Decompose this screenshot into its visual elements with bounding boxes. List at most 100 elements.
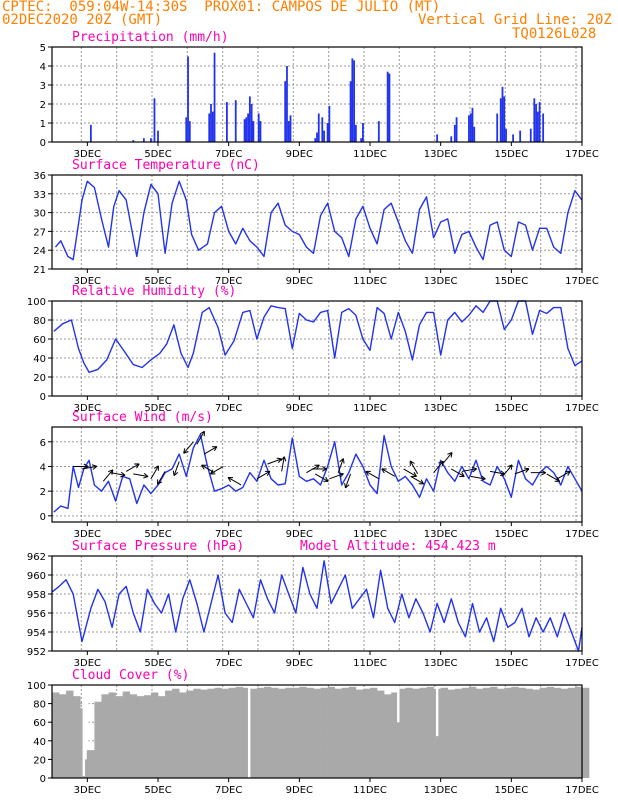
wind-arrow	[344, 473, 352, 489]
precipitation-bar	[362, 123, 364, 142]
y-tick-label: 20	[33, 755, 46, 766]
precipitation-bar	[284, 81, 287, 142]
cloud-cover-bar	[158, 696, 166, 778]
cloud-cover-bar	[285, 687, 293, 778]
panel-frame	[51, 46, 583, 143]
wind-arrow	[546, 473, 560, 482]
y-tick-label: 4	[40, 62, 46, 73]
x-tick-label: 9DEC	[286, 658, 313, 669]
x-tick-label: 13DEC	[424, 785, 458, 796]
precipitation-bar	[453, 124, 456, 142]
y-tick-label: 1	[40, 119, 46, 130]
cloud-cover-bar	[108, 692, 116, 778]
x-tick-label: 3DEC	[74, 149, 101, 160]
precipitation-bar	[150, 138, 152, 142]
precipitation-bar	[450, 136, 453, 142]
precipitation-bar	[234, 100, 237, 142]
cloud-cover-bar	[546, 686, 555, 778]
wind-arrow-head	[411, 471, 417, 477]
cloud-cover-bar	[355, 689, 364, 778]
cloud-cover-bar	[405, 687, 413, 778]
precipitation-bar	[503, 96, 506, 142]
wind-arrow-head	[338, 472, 344, 478]
cloud-cover-gap	[435, 685, 439, 737]
precipitation-bar	[501, 86, 504, 142]
wind-arrow	[203, 446, 218, 455]
cloud-cover-bar	[419, 687, 427, 778]
wind-arrow	[110, 472, 126, 476]
x-tick-label: 5DEC	[144, 403, 171, 414]
wind-arrow	[256, 470, 271, 480]
wind-arrow	[337, 458, 344, 473]
wind-arrow	[403, 468, 417, 477]
wind-arrow-head	[280, 456, 287, 462]
wind-arrow-head	[447, 452, 453, 458]
wind-arrow-head	[409, 460, 415, 466]
cloud-cover-bar	[242, 687, 251, 778]
precipitation-bar	[386, 71, 389, 142]
y-tick-label: 4	[40, 462, 46, 473]
wind-arrow	[502, 464, 513, 477]
precipitation-bar	[519, 130, 522, 142]
precipitation-bar	[469, 113, 472, 142]
wind-arrow	[157, 471, 166, 485]
x-tick-label: 17DEC	[565, 658, 599, 669]
cloud-cover-bar	[320, 687, 328, 778]
cloud-cover-bar	[553, 687, 562, 778]
cloud-cover-bar	[228, 687, 237, 778]
x-tick-label: 7DEC	[215, 529, 242, 540]
panel-title: Surface Wind (m/s)	[72, 410, 213, 425]
series-line	[53, 300, 583, 373]
x-tick-label: 9DEC	[286, 149, 313, 160]
panel-frame	[51, 555, 583, 652]
precipitation-bar	[535, 104, 537, 142]
cloud-cover-bar	[377, 690, 385, 778]
cloud-cover-bar	[200, 689, 208, 778]
wind-arrow	[514, 468, 530, 475]
precipitation-bar	[499, 98, 502, 142]
precipitation-bar	[326, 123, 329, 142]
y-tick-label: 2	[40, 487, 46, 498]
y-tick-label: 100	[27, 297, 46, 308]
x-tick-label: 9DEC	[286, 529, 313, 540]
precipitation-bar	[471, 107, 474, 142]
header-run-time: 02DEC2020 20Z (GMT)	[2, 12, 163, 28]
y-tick-label: 6	[40, 438, 46, 449]
y-tick-label: 956	[27, 609, 46, 620]
cloud-cover-bar	[391, 692, 399, 778]
cloud-cover-bar	[214, 687, 222, 778]
precipitation-bar	[243, 119, 246, 142]
wind-arrow-head	[201, 464, 207, 470]
wind-arrow-head	[120, 471, 126, 478]
y-tick-label: 0	[40, 138, 46, 149]
cloud-cover-bar	[179, 692, 187, 778]
panel-title: Surface Pressure (hPa)	[72, 539, 244, 554]
cloud-cover-bar	[299, 686, 307, 778]
y-tick-label: 0	[40, 774, 46, 785]
precipitation-bar	[248, 96, 251, 142]
x-tick-label: 11DEC	[353, 529, 387, 540]
precipitation-bar	[473, 126, 476, 142]
wind-arrow	[133, 473, 149, 477]
wind-arrow-head	[153, 465, 159, 471]
precipitation-bar	[436, 134, 439, 142]
x-tick-label: 5DEC	[144, 658, 171, 669]
precipitation-bar	[351, 58, 354, 142]
cloud-cover-bar	[490, 686, 498, 778]
wind-arrow	[183, 441, 194, 454]
wind-arrow	[314, 473, 329, 482]
cloud-cover-bar	[256, 687, 265, 778]
cloud-cover-bar	[412, 688, 420, 778]
x-tick-label: 7DEC	[215, 785, 242, 796]
cloud-cover-bar	[221, 688, 229, 778]
wind-arrow-head	[344, 482, 350, 489]
precipitation-bar	[455, 117, 458, 142]
x-tick-label: 7DEC	[215, 658, 242, 669]
cloud-cover-bar	[504, 687, 512, 778]
precipitation-bar	[187, 56, 189, 142]
y-tick-label: 24	[33, 246, 46, 257]
cloud-cover-bar	[136, 696, 145, 778]
y-tick-label: 27	[33, 227, 46, 238]
wind-arrow-head	[365, 470, 371, 476]
x-tick-label: 17DEC	[565, 529, 599, 540]
